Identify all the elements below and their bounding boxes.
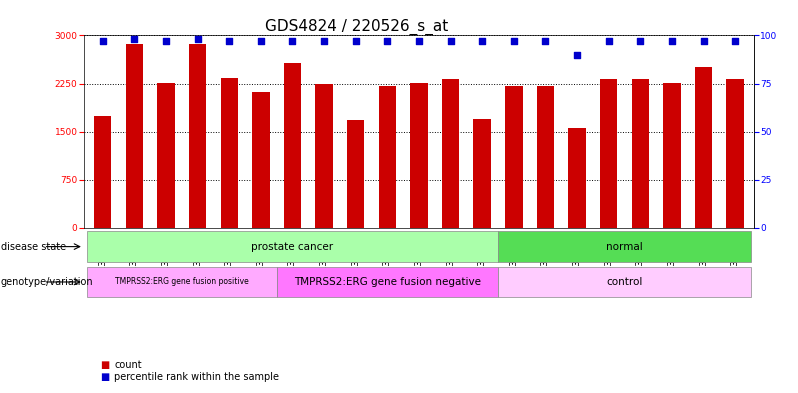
Point <box>255 38 267 44</box>
Point <box>413 38 425 44</box>
Bar <box>87 266 277 298</box>
Bar <box>473 119 491 228</box>
Bar <box>252 92 270 228</box>
Point <box>508 38 520 44</box>
Text: percentile rank within the sample: percentile rank within the sample <box>114 372 279 382</box>
Point <box>223 38 235 44</box>
Bar <box>695 67 712 228</box>
Bar <box>87 231 498 262</box>
Point <box>350 38 362 44</box>
Point <box>286 38 299 44</box>
Point <box>381 38 393 44</box>
Point <box>571 51 583 58</box>
Bar <box>277 266 498 298</box>
Point <box>666 38 678 44</box>
Point <box>634 38 646 44</box>
Bar <box>315 84 333 228</box>
Bar <box>347 120 365 228</box>
Point <box>192 36 204 42</box>
Bar <box>498 266 751 298</box>
Text: control: control <box>606 277 642 287</box>
Bar <box>600 79 618 228</box>
Point <box>160 38 172 44</box>
Bar <box>157 83 175 228</box>
Bar <box>189 44 207 228</box>
Point <box>444 38 457 44</box>
Point <box>476 38 488 44</box>
Point <box>128 36 140 42</box>
Text: ■: ■ <box>100 372 109 382</box>
Bar <box>663 83 681 228</box>
Bar <box>505 86 523 228</box>
Bar <box>537 86 554 228</box>
Bar <box>498 231 751 262</box>
Point <box>729 38 741 44</box>
Point <box>697 38 710 44</box>
Bar <box>631 79 649 228</box>
Text: ■: ■ <box>100 360 109 371</box>
Bar <box>726 79 744 228</box>
Bar <box>410 83 428 228</box>
Point <box>602 38 615 44</box>
Point <box>318 38 330 44</box>
Point <box>539 38 551 44</box>
Bar <box>378 86 396 228</box>
Bar <box>94 116 112 228</box>
Text: prostate cancer: prostate cancer <box>251 242 334 252</box>
Text: normal: normal <box>606 242 643 252</box>
Text: GDS4824 / 220526_s_at: GDS4824 / 220526_s_at <box>265 19 448 35</box>
Text: genotype/variation: genotype/variation <box>1 277 93 287</box>
Bar <box>284 63 301 228</box>
Text: count: count <box>114 360 142 371</box>
Text: TMPRSS2:ERG gene fusion negative: TMPRSS2:ERG gene fusion negative <box>294 277 481 287</box>
Bar <box>126 44 143 228</box>
Point <box>97 38 109 44</box>
Bar <box>442 79 460 228</box>
Bar <box>220 78 238 228</box>
Bar <box>568 128 586 228</box>
Text: TMPRSS2:ERG gene fusion positive: TMPRSS2:ERG gene fusion positive <box>115 277 249 286</box>
Text: disease state: disease state <box>1 242 66 252</box>
